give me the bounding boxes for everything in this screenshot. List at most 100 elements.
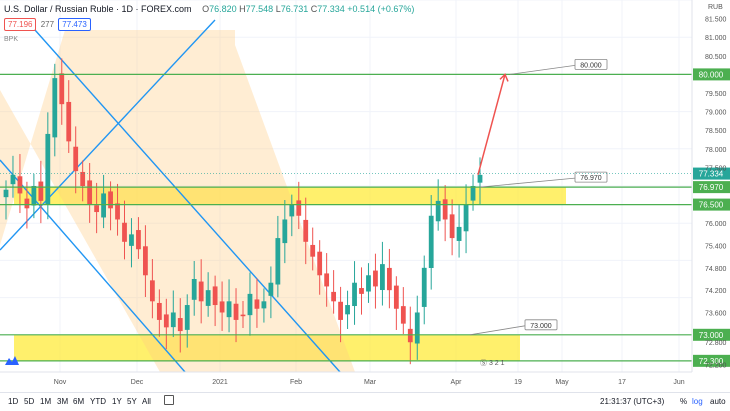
price-tick-3: 79.500 [705,91,727,98]
callout-text-0: 80.000 [580,62,602,69]
candle-body-23 [163,314,169,328]
log-toggle[interactable]: log [692,397,703,406]
callout-box-1 [574,171,608,183]
channel-line-3 [0,159,186,373]
trend-channel[interactable] [0,19,355,373]
price-tick-9: 75.400 [705,244,727,251]
candle-body-43 [303,219,309,242]
candle-body-35 [247,293,253,316]
price-tick-7: 77.500 [705,165,727,172]
candle-body-28 [198,281,204,302]
candle-body-21 [149,280,155,302]
range-button-3m[interactable]: 3M [57,397,69,406]
channel-line-1 [0,19,216,251]
level-tag-text-0: 80.000 [699,70,724,79]
price-tick-13: 72.800 [705,340,727,347]
callout-box-2 [524,319,558,331]
candle-body-38 [268,282,274,296]
candle-body-45 [317,251,323,276]
candle-body-50 [352,282,357,307]
range-button-1d[interactable]: 1D [8,397,19,406]
range-button-6m[interactable]: 6M [73,397,85,406]
clock-readout[interactable]: 21:31:37 (UTC+3) [600,397,665,406]
candle-body-37 [261,301,267,309]
percent-toggle[interactable]: % [680,397,688,406]
forecast-arrowhead [499,73,509,82]
candle-body-48 [338,301,343,320]
time-tick-2: 2021 [212,379,228,386]
channel-fill [0,30,355,372]
level-tag-0 [693,68,730,81]
time-tick-3: Feb [290,379,302,386]
candle-body-65 [456,226,462,241]
range-button-1m[interactable]: 1M [40,397,52,406]
candle-body-39 [275,238,281,285]
callout-leader-0 [509,65,576,75]
forecast-arrow[interactable] [477,73,509,176]
candle-body-0 [3,189,9,198]
range-button-1y[interactable]: 1Y [112,397,122,406]
zone-0 [14,187,566,205]
candle-body-15 [108,191,113,209]
candle-body-51 [359,288,364,294]
candle-body-59 [414,312,420,344]
last-price-text: 77.334 [699,170,724,179]
candle-body-13 [94,205,100,213]
symbol-title[interactable]: U.S. Dollar / Russian Ruble · 1D · FOREX… [4,4,192,14]
callout-text-1: 76.970 [580,175,602,182]
level-lines[interactable]: 80.000 76.970 76.500 73.000 72.300 80.000 76.9… [0,59,730,367]
candle-body-10 [73,146,79,172]
spread-value: 277 [40,20,55,29]
currency-label: RUB [708,4,723,11]
candle-body-66 [463,204,469,232]
candle-body-16 [115,203,120,220]
candle-body-7 [52,78,58,138]
level-tag-text-2: 76.500 [699,201,724,210]
candle-body-57 [400,306,406,324]
ohlc-readout: O76.820 H77.548 L76.731 C77.334 +0.514 (… [202,4,415,14]
candle-body-40 [282,219,288,244]
time-tick-0: Nov [54,379,67,386]
calendar-icon[interactable] [164,395,174,405]
bottom-toolbar: 1D 5D 1M 3M 6M YTD 1Y 5Y All 21:31:37 (UTC+3) % … [0,392,730,411]
candle-body-34 [240,314,246,317]
forecast-line [477,74,506,176]
candle-body-3 [24,198,30,209]
price-axis[interactable]: RUB 81.500 81.000 80.500 79.500 79.000 78.500 7… [691,0,727,372]
study-label[interactable]: BPK [4,36,19,43]
candle-body-63 [442,199,448,220]
candle-body-30 [212,286,218,306]
candle-body-53 [373,270,378,287]
candle-body-1 [10,174,16,185]
time-axis[interactable]: Nov Dec 2021 Feb Mar Apr 19 May 17 Jun [0,371,692,386]
price-tick-10: 74.800 [705,266,727,273]
candle-body-55 [386,267,392,291]
time-tick-5: Apr [451,379,463,386]
candle-body-42 [296,200,302,216]
bid-ask-row: 77.196 277 77.473 [4,18,91,31]
candle-body-12 [87,180,93,205]
candle-body-6 [45,133,51,205]
candle-body-8 [59,73,65,105]
time-tick-6: 19 [514,379,522,386]
candle-body-54 [380,264,385,291]
buy-button[interactable]: 77.473 [58,18,91,31]
price-tick-2: 80.500 [705,54,727,61]
highlight-zones [14,187,566,361]
price-tick-8: 76.000 [705,221,727,228]
price-tick-5: 78.500 [705,128,727,135]
sell-button[interactable]: 77.196 [4,18,37,31]
range-button-ytd[interactable]: YTD [90,397,106,406]
range-button-all[interactable]: All [142,397,151,406]
candle-body-14 [101,193,106,218]
candle-body-26 [184,305,190,330]
auto-toggle[interactable]: auto [710,397,726,406]
candle-body-18 [129,234,134,246]
range-button-5d[interactable]: 5D [24,397,35,406]
level-tag-3 [693,328,730,341]
range-button-5y[interactable]: 5Y [127,397,137,406]
candle-body-52 [366,275,371,292]
time-tick-8: 17 [618,379,626,386]
candle-body-67 [470,186,476,201]
